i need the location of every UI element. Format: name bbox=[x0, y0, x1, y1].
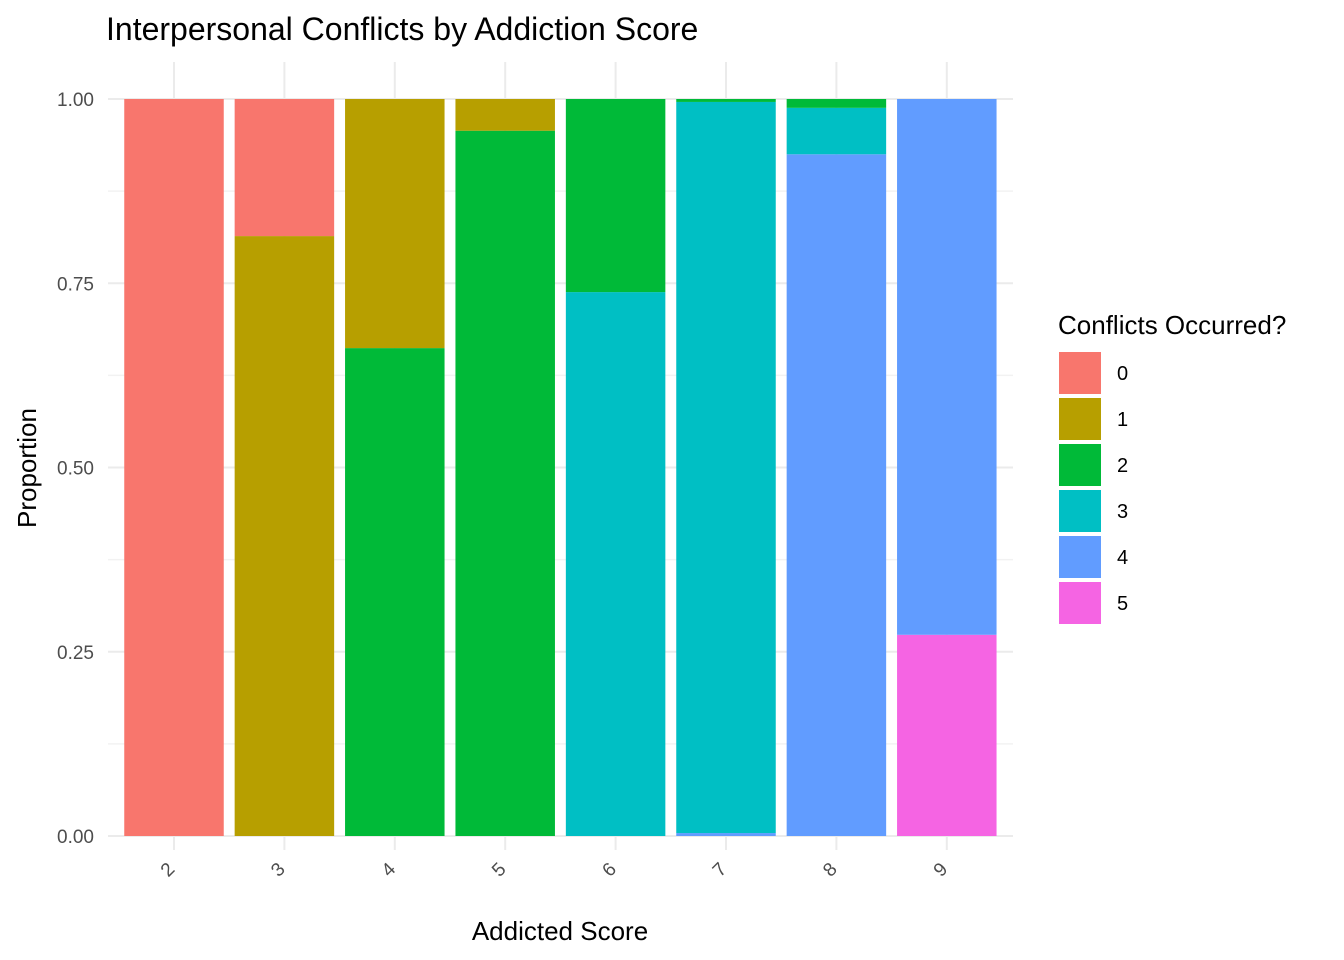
bar-segment-score-4-conflicts-2 bbox=[345, 348, 445, 836]
x-tick-label: 5 bbox=[488, 859, 510, 881]
y-tick-label: 0.25 bbox=[57, 643, 94, 664]
legend-title: Conflicts Occurred? bbox=[1058, 310, 1286, 340]
chart-title: Interpersonal Conflicts by Addiction Sco… bbox=[106, 11, 698, 47]
x-tick-label: 6 bbox=[599, 859, 621, 881]
x-axis-ticks: 2 3 4 5 6 7 8 9 bbox=[157, 859, 952, 882]
legend-items: 0 1 2 3 4 5 bbox=[1059, 352, 1128, 624]
bar-segment-score-2-conflicts-0 bbox=[124, 99, 224, 836]
y-tick-label: 1.00 bbox=[57, 90, 94, 111]
bar-segment-score-8-conflicts-2 bbox=[787, 99, 887, 108]
x-axis-title: Addicted Score bbox=[472, 916, 648, 946]
legend-label-0: 0 bbox=[1117, 363, 1128, 385]
bar-segment-score-4-conflicts-1 bbox=[345, 99, 445, 348]
bar-segment-score-8-conflicts-3 bbox=[787, 108, 887, 154]
x-tick-label: 4 bbox=[378, 859, 401, 882]
x-tick-label: 8 bbox=[819, 859, 841, 881]
x-tick-label: 9 bbox=[930, 859, 952, 881]
bar-segment-score-7-conflicts-4 bbox=[676, 833, 776, 836]
bar-segment-score-9-conflicts-4 bbox=[897, 99, 997, 635]
bar-segment-score-7-conflicts-3 bbox=[676, 102, 776, 833]
legend-key-0 bbox=[1059, 352, 1101, 394]
bar-segment-score-5-conflicts-2 bbox=[455, 131, 555, 836]
y-tick-label: 0.00 bbox=[57, 827, 94, 848]
bar-segment-score-5-conflicts-1 bbox=[455, 99, 555, 131]
legend-label-3: 3 bbox=[1117, 501, 1128, 523]
bar-segment-score-7-conflicts-2 bbox=[676, 99, 776, 102]
legend-label-1: 1 bbox=[1117, 409, 1128, 431]
legend-label-2: 2 bbox=[1117, 455, 1128, 477]
bar-segment-score-9-conflicts-5 bbox=[897, 635, 997, 836]
bar-segment-score-6-conflicts-2 bbox=[566, 99, 666, 292]
y-tick-label: 0.75 bbox=[57, 274, 94, 295]
bar-segment-score-6-conflicts-3 bbox=[566, 292, 666, 836]
x-tick-label: 2 bbox=[157, 859, 179, 881]
bar-segment-score-8-conflicts-4 bbox=[787, 154, 887, 836]
legend-key-3 bbox=[1059, 490, 1101, 532]
legend-label-4: 4 bbox=[1117, 547, 1128, 569]
y-axis-ticks: 0.00 0.25 0.50 0.75 1.00 bbox=[57, 90, 94, 848]
legend-label-5: 5 bbox=[1117, 593, 1128, 615]
legend: Conflicts Occurred? 0 1 2 3 4 5 bbox=[1058, 310, 1286, 624]
x-tick-label: 7 bbox=[709, 859, 731, 881]
legend-key-2 bbox=[1059, 444, 1101, 486]
y-axis-title: Proportion bbox=[12, 408, 42, 528]
legend-key-5 bbox=[1059, 582, 1101, 624]
x-tick-label: 3 bbox=[267, 859, 289, 881]
legend-key-1 bbox=[1059, 398, 1101, 440]
y-tick-label: 0.50 bbox=[57, 459, 94, 480]
bar-segment-score-3-conflicts-1 bbox=[235, 236, 335, 836]
bar-segment-score-3-conflicts-0 bbox=[235, 99, 335, 236]
legend-key-4 bbox=[1059, 536, 1101, 578]
